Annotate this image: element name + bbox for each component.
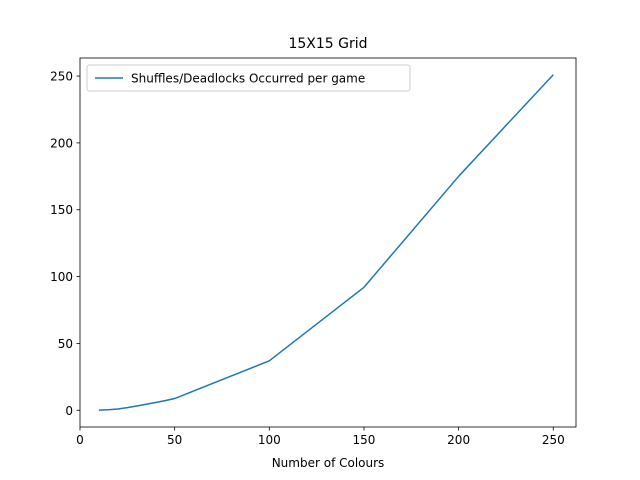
legend-label: Shuffles/Deadlocks Occurred per game [131, 72, 365, 86]
y-tick-label: 100 [50, 270, 73, 284]
x-tick-label: 150 [353, 433, 376, 447]
x-tick-label: 0 [76, 433, 84, 447]
plot-area: 0 50 100 150 200 250 0 50 100 150 200 250 [50, 57, 577, 447]
x-tick-label: 250 [542, 433, 565, 447]
legend-box [86, 64, 411, 92]
x-tick-label: 100 [258, 433, 281, 447]
x-tick-label: 50 [167, 433, 182, 447]
y-tick-label: 50 [58, 337, 73, 351]
y-tick-label: 200 [50, 136, 73, 150]
legend: Shuffles/Deadlocks Occurred per game [86, 64, 411, 92]
x-tick-label: 200 [447, 433, 470, 447]
x-axis-label: Number of Colours [272, 456, 385, 470]
axes-frame [79, 57, 577, 428]
y-tick-label: 250 [50, 70, 73, 84]
y-tick-label: 0 [65, 404, 73, 418]
series-line-0 [98, 74, 554, 411]
chart-title: 15X15 Grid [288, 36, 367, 52]
y-tick-label: 150 [50, 203, 73, 217]
